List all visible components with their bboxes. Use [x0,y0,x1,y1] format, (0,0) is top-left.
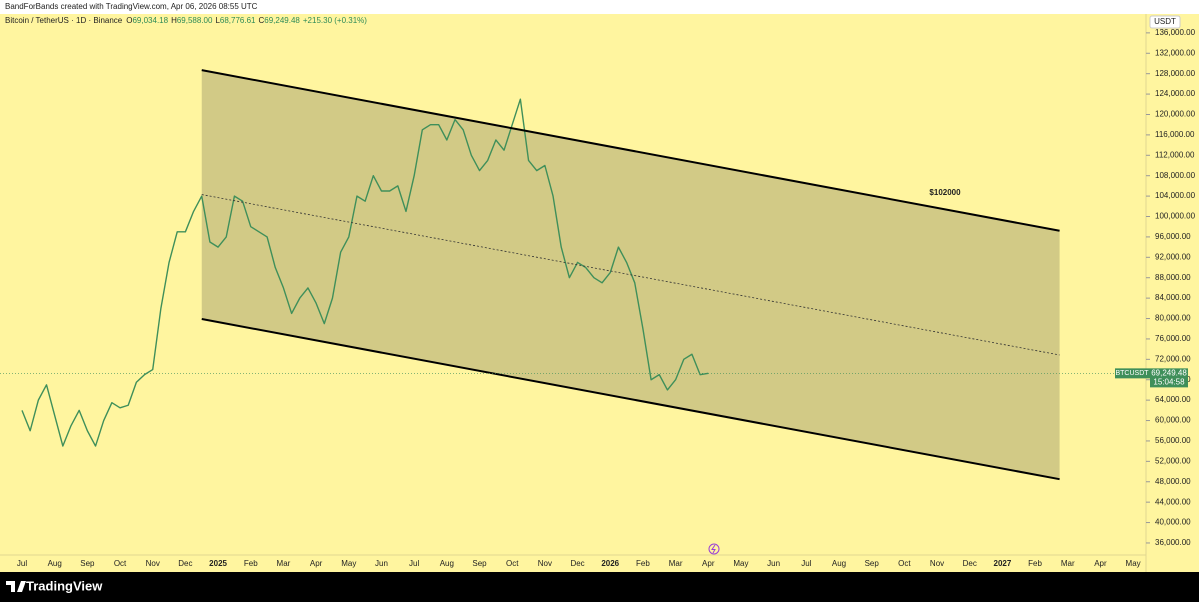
y-tick-label: 44,000.00 [1155,497,1191,506]
y-tick-label: 104,000.00 [1155,191,1196,200]
x-tick-label: Jun [767,559,780,568]
ohlc-value: 68,776.61 [220,16,256,25]
x-tick-label: 2027 [994,559,1012,568]
price-line [21,98,709,447]
x-tick-label: Nov [930,559,944,568]
symbol-tag [1115,368,1150,379]
y-tick-label: 64,000.00 [1155,395,1191,404]
x-tick-label: Sep [472,559,487,568]
x-tick-label: May [733,559,748,568]
x-tick-label: May [1126,559,1141,568]
ohlc-key: C [259,16,265,25]
y-tick-label: 108,000.00 [1155,171,1196,180]
ohlc-key: O [126,16,132,25]
footer-bar [0,572,1199,602]
last-price-label: 69,249.48 [1151,368,1187,377]
channel-label: $102000 [929,188,961,197]
change: +215.30 (+0.31%) [303,16,367,25]
x-tick-label: Mar [277,559,291,568]
y-tick-label: 132,000.00 [1155,48,1196,57]
x-tick-label: Jul [17,559,27,568]
countdown: 15:04:58 [1153,377,1185,386]
y-tick-label: 136,000.00 [1155,28,1196,37]
x-tick-label: Dec [570,559,584,568]
y-tick-label: 72,000.00 [1155,354,1191,363]
y-tick-label: 60,000.00 [1155,416,1191,425]
x-tick-label: May [341,559,356,568]
ohlc-key: H [171,16,177,25]
x-tick-label: Sep [80,559,95,568]
x-tick-label: Nov [538,559,552,568]
x-tick-label: Oct [506,559,519,568]
chart-background [0,14,1199,572]
x-tick-label: Apr [310,559,323,568]
x-tick-label: 2025 [209,559,227,568]
x-tick-label: Feb [244,559,258,568]
y-tick-label: 96,000.00 [1155,232,1191,241]
x-tick-label: Aug [832,559,846,568]
x-tick-label: Apr [1094,559,1107,568]
x-tick-label: Jul [801,559,811,568]
y-tick-label: 128,000.00 [1155,69,1196,78]
y-tick-label: 92,000.00 [1155,252,1191,261]
symbol-title: Bitcoin / TetherUS · 1D · Binance [5,16,123,25]
currency: USDT [1154,17,1176,26]
y-tick-label: 116,000.00 [1155,130,1195,139]
y-tick-label: 36,000.00 [1155,538,1191,547]
credit: BandForBands created with TradingView.co… [5,2,258,11]
y-tick-label: 120,000.00 [1155,110,1196,119]
brand-logo [6,581,26,592]
channel-median [201,194,1060,356]
ohlc-key: L [215,16,220,25]
x-tick-label: Nov [146,559,160,568]
ohlc-value: 69,588.00 [177,16,213,25]
x-tick-label: 2026 [601,559,619,568]
x-tick-label: Sep [865,559,880,568]
y-tick-label: 76,000.00 [1155,334,1191,343]
y-tick-label: 112,000.00 [1155,150,1195,159]
x-tick-label: Dec [178,559,192,568]
header-bar [0,0,1199,14]
x-tick-label: Mar [1061,559,1075,568]
x-tick-label: Mar [669,559,683,568]
channel-lower [201,318,1060,481]
x-tick-label: Aug [48,559,62,568]
plot-area [21,69,1060,481]
x-tick-label: Aug [440,559,454,568]
y-tick-label: 56,000.00 [1155,436,1191,445]
y-tick-label: 84,000.00 [1155,293,1191,302]
channel-upper [201,69,1060,232]
x-tick-label: Feb [1028,559,1042,568]
lightning-icon [708,543,720,555]
y-tick-label: 100,000.00 [1155,212,1196,221]
x-tick-label: Jul [409,559,419,568]
x-tick-label: Feb [636,559,650,568]
x-tick-label: Jun [375,559,388,568]
currency-box [1149,15,1181,29]
x-tick-label: Dec [963,559,977,568]
y-tick-label: 48,000.00 [1155,477,1191,486]
y-tick-label: 124,000.00 [1155,89,1196,98]
x-tick-label: Apr [702,559,715,568]
ohlc-value: 69,034.18 [132,16,168,25]
y-tick-label: 52,000.00 [1155,456,1191,465]
x-tick-label: Oct [114,559,127,568]
y-tick-label: 88,000.00 [1155,273,1191,282]
brand: TradingView [26,578,103,593]
y-tick-label: 80,000.00 [1155,314,1191,323]
last-price-box [1150,368,1188,388]
y-tick-label: 40,000.00 [1155,518,1191,527]
x-tick-label: Oct [898,559,911,568]
ohlc-value: 69,249.48 [264,16,300,25]
symbol-tag-label: BTCUSDT [1115,370,1149,377]
